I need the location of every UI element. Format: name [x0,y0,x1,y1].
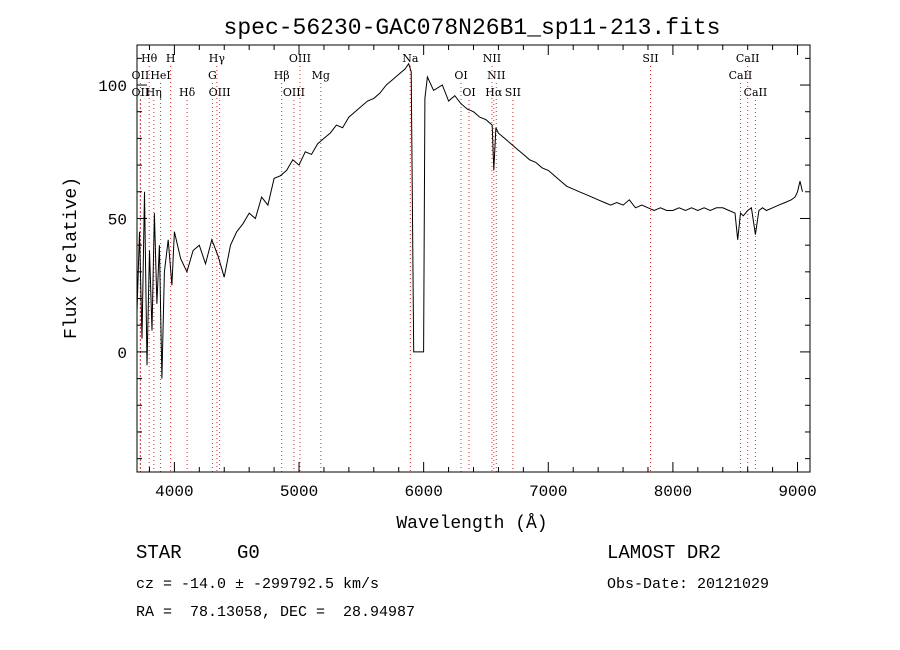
y-tick-label: 0 [117,345,127,363]
spectral-line-label: CaII [729,69,753,82]
spectral-line-label: NII [483,52,501,65]
x-axis-label: Wavelength (Å) [396,513,547,534]
object-class: STAR [136,542,182,564]
spectral-line-label: OII [132,86,150,99]
spectral-line-label: OIII [289,52,311,65]
x-tick-label: 7000 [529,483,567,501]
y-tick-label: 50 [108,211,127,229]
spectral-line-label: SII [505,86,521,99]
spectral-line-label: SII [642,52,658,65]
spectral-line-label: H [166,52,176,65]
survey-name: LAMOST DR2 [607,542,722,564]
spectral-line-label: CaII [744,86,768,99]
spectral-line-label: NII [487,69,505,82]
axis-ticks: 4000 5000 6000 7000 8000 9000 0 50 100 [98,45,817,501]
spectral-line-label: Mg [312,69,330,82]
x-tick-label: 8000 [654,483,692,501]
y-tick-label: 100 [98,78,127,96]
spectral-line-label: OIII [283,86,305,99]
spectral-line-label: Hθ [141,52,158,65]
x-tick-label: 5000 [280,483,318,501]
spectral-line-label: Hη [146,86,162,99]
x-tick-label: 9000 [778,483,816,501]
spectral-line-label: G [208,69,217,82]
spectral-line-label: Hγ [209,52,226,65]
x-tick-label: 4000 [155,483,193,501]
x-tick-label: 6000 [404,483,442,501]
plot-frame [136,44,811,473]
spectrum-line [136,62,803,379]
y-axis-label: Flux (relative) [62,177,82,339]
spectral-line-label: OIII [209,86,231,99]
spectral-line-label: OI [454,69,467,82]
spectral-line-label: Na [402,52,419,65]
observation-date: Obs-Date: 20121029 [607,576,770,593]
sky-coordinates: RA = 78.13058, DEC = 28.94987 [136,604,416,621]
spectral-line-label: Hδ [179,86,196,99]
spectral-line-label: Hα [485,86,503,99]
chart-title: spec-56230-GAC078N26B1_sp11-213.fits [224,15,721,41]
spectral-line-label: OII [132,69,150,82]
spectral-line-label: Hβ [274,69,290,82]
redshift-velocity: cz = -14.0 ± -299792.5 km/s [136,576,380,593]
spectral-line-label: HeI [150,69,170,82]
spectral-line-label: OI [462,86,475,99]
object-subclass: G0 [237,542,260,564]
spectral-line-label: CaII [736,52,760,65]
